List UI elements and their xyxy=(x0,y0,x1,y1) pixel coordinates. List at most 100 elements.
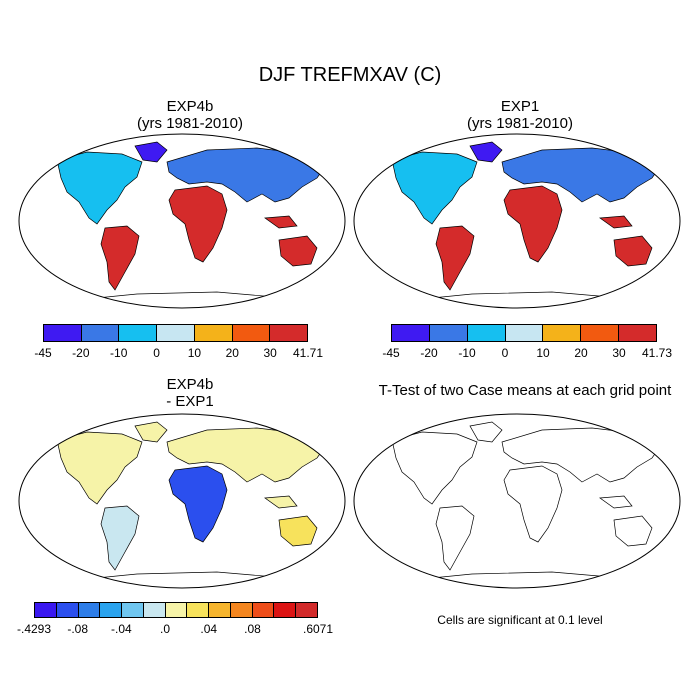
cb3-swatch xyxy=(78,603,101,617)
map-exp1-land xyxy=(391,141,663,308)
cb1-swatch xyxy=(157,325,195,341)
ttest-eurasia xyxy=(501,427,663,483)
cb2-tick-label: 0 xyxy=(501,346,509,360)
colorbar-exp4b xyxy=(43,324,308,342)
exp4b-namerica xyxy=(56,151,143,225)
diff-greenland xyxy=(134,421,168,443)
cb1-tick-label: 10 xyxy=(187,346,202,360)
cb2-tick-label: 30 xyxy=(612,346,626,360)
colorbar-exp1 xyxy=(391,324,657,342)
cb2-swatch xyxy=(392,325,430,341)
cb2-swatch xyxy=(429,325,468,341)
cb3-swatch xyxy=(274,603,297,617)
ttest-greenland xyxy=(469,421,503,443)
map-ttest xyxy=(353,413,681,589)
map-exp4b xyxy=(18,133,346,309)
cb1-swatch xyxy=(232,325,271,341)
cb3-tick-label: .0 xyxy=(160,622,171,636)
map-diff-land xyxy=(56,421,328,588)
cb1-swatch xyxy=(119,325,158,341)
cb3-tick-label: -.4293 xyxy=(16,622,52,636)
map-exp1-border xyxy=(353,133,681,309)
ttest-namerica xyxy=(391,431,478,505)
colorbar-exp1-ticks: -45 -20 -10 0 10 20 30 41.73 xyxy=(382,346,672,362)
exp4b-samerica xyxy=(100,225,140,291)
cb3-tick-label: -.08 xyxy=(67,622,89,636)
cb1-tick-label: 0 xyxy=(153,346,160,360)
cb1-tick-label: -20 xyxy=(72,346,90,360)
panel1-title-line1: EXP4b xyxy=(166,98,214,115)
panel2-title-line1: EXP1 xyxy=(500,98,540,115)
colorbar-diff xyxy=(34,602,318,618)
ttest-samerica xyxy=(435,505,475,571)
panel3-title-line1: EXP4b xyxy=(166,376,214,393)
cb2-tick-label: -45 xyxy=(382,346,400,360)
cb3-swatch xyxy=(187,603,210,617)
diff-australia xyxy=(278,515,318,547)
exp4b-africa xyxy=(168,185,228,263)
cb3-swatch xyxy=(252,603,275,617)
colorbar-diff-ticks: -.4293 -.08 -.04 .0 .04 .08 .6071 xyxy=(17,622,333,638)
ttest-africa xyxy=(503,465,563,543)
cb3-swatch xyxy=(165,603,188,617)
cb1-swatch xyxy=(44,325,82,341)
cb3-swatch xyxy=(230,603,253,617)
cb3-tick-label: .04 xyxy=(200,622,218,636)
cb2-tick-label: -20 xyxy=(420,346,438,360)
colorbar-exp4b-ticks: -45 -20 -10 0 10 20 30 41.71 xyxy=(34,346,323,362)
diff-africa xyxy=(168,465,228,543)
cb2-swatch xyxy=(543,325,582,341)
cb3-swatch xyxy=(122,603,144,617)
cb3-swatch xyxy=(143,603,166,617)
panel2-title: EXP1 (yrs 1981-2010) xyxy=(370,98,670,132)
exp4b-greenland xyxy=(134,141,168,163)
cb2-tick-label: 20 xyxy=(574,346,588,360)
panel3-title-line2: - EXP1 xyxy=(166,393,214,410)
map-ttest-land xyxy=(391,421,663,588)
cb2-tick-label: 10 xyxy=(536,346,550,360)
map-exp1 xyxy=(353,133,681,309)
cb1-swatch xyxy=(81,325,120,341)
cb1-tick-label: 30 xyxy=(263,346,277,360)
cb1-swatch xyxy=(194,325,233,341)
cb2-tick-label: -10 xyxy=(458,346,476,360)
cb1-tick-label: 20 xyxy=(225,346,239,360)
diff-indonesia xyxy=(264,495,298,509)
map-diff xyxy=(18,413,346,589)
ttest-australia xyxy=(613,515,653,547)
ttest-indonesia xyxy=(599,495,633,509)
cb1-tick-label: 41.71 xyxy=(292,346,324,360)
cb3-tick-label: .6071 xyxy=(302,622,334,636)
panel4-title-line1: T-Test of two Case means at each grid po… xyxy=(378,382,672,399)
cb3-swatch xyxy=(35,603,57,617)
exp1-australia xyxy=(613,235,653,267)
panel1-title-line2: (yrs 1981-2010) xyxy=(137,115,243,132)
map-exp4b-land xyxy=(56,141,328,308)
cb2-swatch xyxy=(467,325,506,341)
panel4-title: T-Test of two Case means at each grid po… xyxy=(350,382,700,399)
cb3-tick-label: .08 xyxy=(244,622,261,636)
exp1-namerica xyxy=(391,151,478,225)
exp1-samerica xyxy=(435,225,475,291)
exp1-indonesia xyxy=(599,215,633,229)
exp1-greenland xyxy=(469,141,503,163)
significance-note: Cells are significant at 0.1 level xyxy=(437,613,603,627)
cb3-tick-label: -.04 xyxy=(111,622,132,636)
main-title: DJF TREFMXAV (C) xyxy=(258,64,442,86)
map-diff-border xyxy=(18,413,346,589)
cb3-swatch xyxy=(296,603,317,617)
cb2-swatch xyxy=(581,325,620,341)
cb3-swatch xyxy=(56,603,79,617)
exp4b-indonesia xyxy=(264,215,298,229)
cb3-swatch xyxy=(209,603,231,617)
panel1-title: EXP4b (yrs 1981-2010) xyxy=(40,98,340,132)
exp4b-australia xyxy=(278,235,318,267)
cb1-tick-label: -10 xyxy=(110,346,128,360)
panel3-title: EXP4b - EXP1 xyxy=(40,376,340,410)
cb2-swatch xyxy=(505,325,544,341)
map-ttest-border xyxy=(353,413,681,589)
map-exp4b-border xyxy=(18,133,346,309)
exp1-africa xyxy=(503,185,563,263)
cb2-tick-label: 41.73 xyxy=(641,346,673,360)
cb1-swatch xyxy=(270,325,308,341)
